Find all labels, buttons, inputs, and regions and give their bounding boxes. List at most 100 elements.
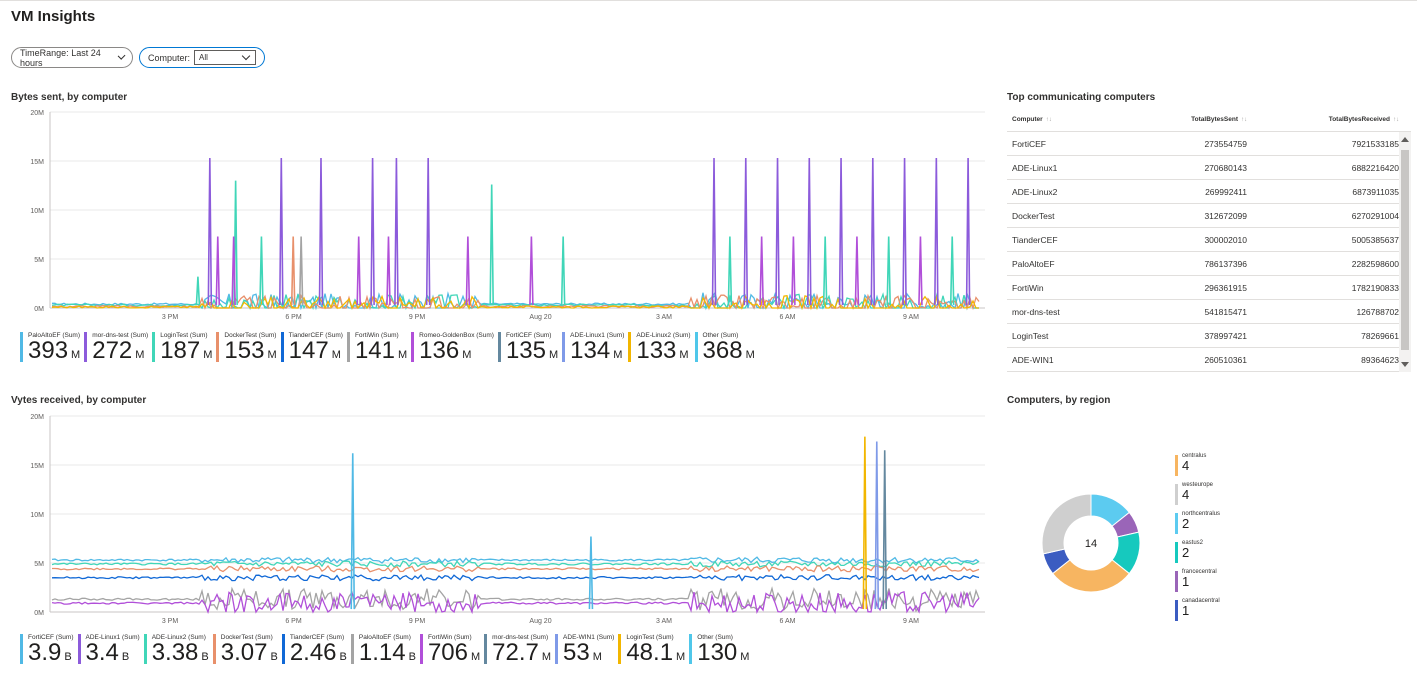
y-tick-label: 10M (30, 512, 44, 519)
region-legend-item[interactable]: francecentral 1 (1175, 569, 1220, 598)
region-legend-item[interactable]: eastus2 2 (1175, 540, 1220, 569)
legend-item[interactable]: mor-dns-test (Sum) 72.7 M (484, 634, 551, 669)
timerange-dropdown[interactable]: TimeRange: Last 24 hours (11, 47, 133, 68)
region-count: 1 (1182, 603, 1190, 618)
table-row[interactable]: PaloAltoEF 786137396 2282598600 (1007, 252, 1411, 276)
legend-item[interactable]: DockerTest (Sum) 153 M (216, 332, 277, 367)
legend-item[interactable]: TianderCEF (Sum) 147 M (280, 332, 343, 367)
x-tick-label: 6 PM (285, 314, 302, 321)
table-row[interactable]: DockerTest 312672099 6270291004 (1007, 204, 1411, 228)
legend-unit: M (592, 651, 602, 663)
legend-item[interactable]: Romeo-GoldenBox (Sum) 136 M (411, 332, 494, 367)
legend-color-bar (689, 634, 693, 664)
legend-item[interactable]: FortiCEF (Sum) 135 M (497, 332, 558, 367)
legend-label: FortiCEF (Sum) (28, 634, 74, 641)
x-tick-label: 3 PM (162, 314, 179, 321)
legend-item[interactable]: ADE-Linux1 (Sum) 3.4 B (77, 634, 140, 669)
legend-item[interactable]: PaloAltoEF (Sum) 393 M (20, 332, 80, 367)
scrollbar-thumb[interactable] (1401, 150, 1409, 350)
legend-item[interactable]: ADE-WIN1 (Sum) 53 M (555, 634, 614, 669)
region-legend-item[interactable]: centralus 4 (1175, 453, 1220, 482)
table-row[interactable]: ADE-Linux2 269992411 6873911035 (1007, 180, 1411, 204)
legend-item[interactable]: TianderCEF (Sum) 2.46 B (281, 634, 347, 669)
legend-color-bar (694, 332, 698, 362)
computer-parameter[interactable]: Computer: All (139, 47, 265, 68)
region-count: 2 (1182, 516, 1190, 531)
region-legend-item[interactable]: westeurope 4 (1175, 482, 1220, 511)
regions-donut-chart[interactable]: 14 (1038, 490, 1144, 596)
computer-select[interactable]: All (194, 50, 256, 65)
region-legend-item[interactable]: canadacentral 1 (1175, 598, 1220, 627)
legend-item[interactable]: FortiWin (Sum) 706 M (419, 634, 480, 669)
legend-item[interactable]: LoginTest (Sum) 48.1 M (618, 634, 685, 669)
cell-computer: ADE-Linux1 (1012, 162, 1058, 173)
cell-computer: FortiWin (1012, 282, 1044, 293)
cell-bytes-sent: 378997421 (1204, 330, 1247, 341)
legend-number: 706 (427, 639, 468, 666)
donut-slice-westeurope[interactable] (1041, 493, 1092, 555)
region-label: westeurope (1182, 482, 1214, 488)
spike-mark (278, 158, 284, 306)
spike-mark (465, 236, 471, 306)
spike-mark (965, 158, 971, 306)
legend-item[interactable]: Other (Sum) 368 M (694, 332, 755, 367)
legend-value: 368 M (703, 339, 755, 367)
table-row[interactable]: TianderCEF 300002010 5005385637 (1007, 228, 1411, 252)
legend-item[interactable]: FortiCEF (Sum) 3.9 B (20, 634, 74, 669)
spike-mark (560, 236, 566, 306)
bytes-received-chart[interactable]: 20M 15M 10M 5M 0M 3 PM 6 PM 9 PM Aug 20 3 AM 6 AM 9… (0, 408, 990, 634)
legend-label: ADE-Linux2 (Sum) (151, 634, 206, 641)
spike-mark (489, 184, 494, 306)
legend-number: 272 (92, 337, 133, 364)
cell-bytes-received: 89364623 (1361, 354, 1399, 365)
header-computer[interactable]: Computer ↑↓ (1012, 116, 1052, 123)
spike-mark (902, 158, 907, 306)
spike-mark (231, 236, 236, 306)
cell-bytes-sent: 300002010 (1204, 234, 1247, 245)
legend-item[interactable]: LoginTest (Sum) 187 M (152, 332, 212, 367)
bytes-sent-chart[interactable]: 20M 15M 10M 5M 0M 3 PM 6 PM 9 PM Aug 20 3 AM 6 AM 9… (0, 104, 990, 330)
header-total-bytes-sent[interactable]: TotalBytesSent ↑↓ (1191, 116, 1247, 123)
legend-label: Other (Sum) (702, 332, 739, 339)
legend-item[interactable]: ADE-Linux1 (Sum) 134 M (562, 332, 624, 367)
legend-value: 72.7 M (492, 641, 551, 669)
legend-color-bar (1175, 542, 1178, 563)
table-row[interactable]: ADE-Linux1 270680143 6882216420 (1007, 156, 1411, 180)
legend-color-bar (562, 332, 566, 362)
legend-unit: B (339, 651, 347, 663)
legend-value: 706 M (428, 641, 480, 669)
table-row[interactable]: mor-dns-test 541815471 126788702 (1007, 300, 1411, 324)
legend-item[interactable]: ADE-Linux2 (Sum) 133 M (628, 332, 691, 367)
table-row[interactable]: FortiCEF 273554759 7921533185 (1007, 132, 1411, 156)
spike-mark (727, 236, 733, 306)
top-divider (0, 0, 1417, 1)
x-tick-label: 6 AM (780, 618, 796, 625)
legend-item[interactable]: PaloAltoEF (Sum) 1.14 B (350, 634, 416, 669)
legend-item[interactable]: FortiWin (Sum) 141 M (346, 332, 407, 367)
table-scrollbar[interactable] (1399, 132, 1411, 372)
table-row[interactable]: FortiWin 296361915 1782190833 (1007, 276, 1411, 300)
legend-unit: M (470, 651, 481, 663)
legend-value: 136 M (419, 339, 494, 367)
spike-mark (529, 236, 534, 306)
spike-mark (775, 158, 780, 306)
spike-mark (918, 236, 923, 306)
header-total-bytes-received[interactable]: TotalBytesReceived ↑↓ (1328, 116, 1399, 123)
legend-value: 3.38 B (152, 641, 209, 669)
top-computers-table: Computer ↑↓ TotalBytesSent ↑↓ TotalBytesRe… (1007, 108, 1411, 372)
legend-label: mor-dns-test (Sum) (92, 332, 149, 339)
legend-item[interactable]: Other (Sum) 130 M (689, 634, 749, 669)
cell-bytes-sent: 296361915 (1204, 282, 1247, 293)
region-legend-item[interactable]: northcentralus 2 (1175, 511, 1220, 540)
table-row[interactable]: LoginTest 378997421 78269661 (1007, 324, 1411, 348)
legend-unit: M (541, 651, 552, 663)
legend-item[interactable]: ADE-Linux2 (Sum) 3.38 B (143, 634, 209, 669)
scroll-down-icon[interactable] (1401, 362, 1409, 367)
scroll-up-icon[interactable] (1401, 137, 1409, 142)
legend-color-bar (143, 634, 147, 664)
series-line (52, 564, 980, 573)
table-row[interactable]: ADE-WIN1 260510361 89364623 (1007, 348, 1411, 372)
series-line (51, 589, 980, 615)
legend-item[interactable]: DockerTest (Sum) 3.07 B (212, 634, 278, 669)
legend-item[interactable]: mor-dns-test (Sum) 272 M (84, 332, 148, 367)
